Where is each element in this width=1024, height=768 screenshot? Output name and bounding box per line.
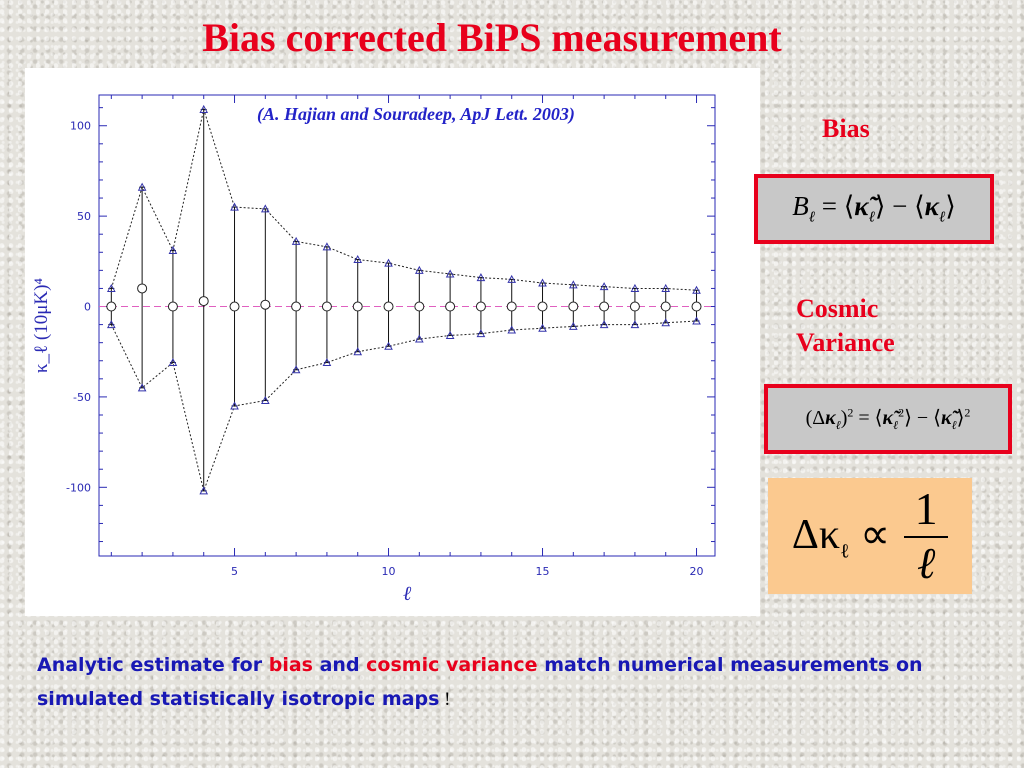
bias-formula: Bℓ = ⟨κ̃ℓ⟩ − ⟨κℓ⟩ xyxy=(792,191,956,226)
triangle-marker xyxy=(414,265,424,274)
triangle-marker xyxy=(137,383,147,392)
cosmic-variance-formula-box: (Δκℓ)2 = ⟨κ̃ℓ2⟩ − ⟨κ̃ℓ⟩2 xyxy=(764,384,1012,454)
data-point xyxy=(137,283,148,294)
slide-title: Bias corrected BiPS measurement xyxy=(202,15,782,60)
proportionality-formula: Δκℓ ∝ xyxy=(791,511,891,563)
data-point xyxy=(260,299,271,310)
triangle-marker xyxy=(568,280,578,289)
triangle-marker xyxy=(291,365,301,374)
triangle-marker xyxy=(692,316,701,325)
triangle-marker xyxy=(168,358,178,367)
triangle-marker xyxy=(260,395,270,405)
triangle-marker xyxy=(322,242,332,251)
data-point xyxy=(106,301,117,312)
triangle-marker xyxy=(599,320,609,329)
x-tick-label: 15 xyxy=(536,565,550,578)
cosmic-variance-line2: Variance xyxy=(796,328,895,357)
data-point xyxy=(167,301,178,312)
data-point xyxy=(383,301,394,312)
triangle-marker xyxy=(137,182,147,191)
triangle-marker xyxy=(599,282,609,291)
triangle-marker xyxy=(291,236,301,245)
axes-layer: 5 10 15 20 -100 -50 0 50 100 ℓ κ_ℓ (10μK)⁴ xyxy=(31,94,716,605)
triangle-marker xyxy=(353,347,363,356)
triangle-marker xyxy=(106,283,116,292)
data-point xyxy=(537,301,548,312)
triangle-marker xyxy=(630,320,640,329)
triangle-marker xyxy=(414,334,424,343)
triangle-marker xyxy=(168,245,178,254)
data-point xyxy=(660,301,671,312)
data-point xyxy=(506,301,517,312)
triangle-marker xyxy=(661,318,671,327)
triangle-marker xyxy=(445,330,455,339)
triangle-marker xyxy=(199,104,209,113)
caption-text-1: Analytic estimate for xyxy=(37,654,269,676)
data-point xyxy=(445,301,456,312)
bias-formula-box: Bℓ = ⟨κ̃ℓ⟩ − ⟨κℓ⟩ xyxy=(754,174,994,244)
y-axis-label: κ_ℓ (10μK)⁴ xyxy=(31,278,52,373)
triangle-marker xyxy=(476,329,486,338)
data-point xyxy=(475,301,486,312)
triangle-marker xyxy=(661,283,671,292)
y-tick-label: -50 xyxy=(73,391,91,404)
plot-panel: 5 10 15 20 -100 -50 0 50 100 ℓ κ_ℓ (10μK)⁴ (A. Haj… xyxy=(25,68,760,616)
data-point xyxy=(352,301,363,312)
cosmic-variance-line1: Cosmic xyxy=(796,294,879,323)
triangle-marker xyxy=(692,285,701,294)
data-layer xyxy=(99,104,715,495)
y-tick-label: -100 xyxy=(66,481,91,494)
y-tick-label: 100 xyxy=(70,120,91,133)
triangle-marker xyxy=(230,202,239,211)
bias-label: Bias xyxy=(822,114,870,143)
caption-bias: bias xyxy=(268,654,313,676)
x-tick-label: 20 xyxy=(690,565,704,578)
x-tick-label: 10 xyxy=(382,565,396,578)
data-point xyxy=(291,301,302,312)
triangle-marker xyxy=(384,341,393,350)
triangle-marker xyxy=(568,321,578,330)
caption-and: and xyxy=(312,654,367,676)
caption-end: ! xyxy=(439,689,451,710)
x-axis-label: ℓ xyxy=(403,583,412,605)
data-point xyxy=(321,301,332,312)
plot-frame xyxy=(98,94,716,557)
bips-chart: 5 10 15 20 -100 -50 0 50 100 ℓ κ_ℓ (10μK)⁴ xyxy=(31,94,716,605)
triangle-marker xyxy=(630,283,640,292)
triangle-marker xyxy=(353,254,363,264)
upper-envelope xyxy=(110,107,697,291)
data-point xyxy=(568,301,579,312)
data-point xyxy=(629,301,640,312)
cosmic-variance-formula: (Δκℓ)2 = ⟨κ̃ℓ2⟩ − ⟨κ̃ℓ⟩2 xyxy=(805,405,971,432)
triangle-marker xyxy=(538,323,547,332)
triangle-marker xyxy=(507,274,517,283)
triangle-marker xyxy=(538,278,547,287)
lower-envelope xyxy=(110,320,697,493)
triangle-marker xyxy=(507,325,517,334)
y-tick-label: 50 xyxy=(77,210,91,223)
y-tick-label: 0 xyxy=(84,301,91,314)
caption-cosmic-variance: cosmic variance xyxy=(366,654,538,676)
caption: Analytic estimate for bias and cosmic va… xyxy=(37,648,997,717)
x-tick-label: 5 xyxy=(231,565,238,578)
triangle-marker xyxy=(260,204,270,213)
triangle-marker xyxy=(106,320,116,329)
data-point xyxy=(198,296,209,307)
data-point xyxy=(599,301,610,312)
triangle-marker xyxy=(199,486,209,495)
triangle-marker xyxy=(476,273,486,282)
cosmic-variance-label: Cosmic Variance xyxy=(796,292,895,360)
triangle-marker xyxy=(384,258,393,267)
data-point xyxy=(414,301,425,312)
proportionality-box: Δκℓ ∝ 1 ℓ xyxy=(768,478,972,594)
data-point xyxy=(229,301,240,312)
triangle-marker xyxy=(230,401,239,410)
data-point xyxy=(691,301,702,312)
one-over-ell-fraction: 1 ℓ xyxy=(904,486,949,586)
caption-text-2: match numerical measurements on simulate… xyxy=(37,654,923,710)
triangle-marker xyxy=(322,358,332,367)
triangle-marker xyxy=(445,269,455,278)
citation: (A. Hajian and Souradeep, ApJ Lett. 2003… xyxy=(257,104,575,124)
